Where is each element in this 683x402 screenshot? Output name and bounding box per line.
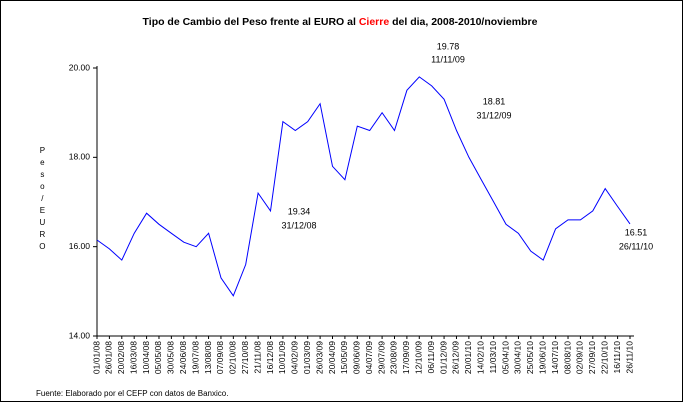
- x-tick-label: 27/10/08: [240, 341, 250, 374]
- annotation-date: 31/12/08: [281, 220, 316, 230]
- x-tick-label: 13/08/08: [203, 341, 213, 374]
- x-tick-label: 20/01/10: [463, 341, 473, 374]
- y-tick-label: 14.00: [69, 330, 91, 340]
- source-note: Fuente: Elaborado por el CEFP con datos …: [36, 389, 228, 398]
- title-part: del dia, 2008-2010/noviembre: [389, 16, 537, 28]
- annotation-value: 19.78: [437, 41, 460, 51]
- x-tick-label: 07/09/08: [215, 341, 225, 374]
- x-tick-label: 01/03/09: [302, 341, 312, 374]
- x-tick-label: 26/11/10: [624, 341, 634, 374]
- x-tick-label: 10/04/08: [141, 341, 151, 374]
- y-tick-label: 18.00: [69, 152, 91, 162]
- x-tick-label: 30/05/08: [166, 341, 176, 374]
- x-tick-label: 20/02/08: [116, 341, 126, 374]
- x-tick-label: 01/12/09: [438, 341, 448, 374]
- x-tick-label: 20/04/09: [327, 341, 337, 374]
- title-part: Tipo de Cambio del Peso frente al EURO a…: [143, 16, 359, 28]
- annotation-value: 16.51: [625, 227, 648, 237]
- x-tick-label: 02/10/08: [228, 341, 238, 374]
- x-tick-label: 09/06/09: [352, 341, 362, 374]
- x-tick-label: 11/03/10: [488, 341, 498, 374]
- annotation-date: 11/11/09: [431, 54, 465, 64]
- x-tick-label: 23/08/09: [389, 341, 399, 374]
- x-tick-label: 01/01/08: [91, 341, 101, 374]
- x-tick-label: 16/11/10: [612, 341, 622, 374]
- x-tick-label: 08/08/10: [562, 341, 572, 374]
- annotation-value: 19.34: [288, 206, 311, 216]
- y-tick-label: 20.00: [69, 62, 91, 72]
- y-axis-label: Peso/EURO: [38, 146, 47, 254]
- x-tick-label: 16/03/08: [128, 341, 138, 374]
- x-tick-label: 24/06/08: [178, 341, 188, 374]
- x-tick-label: 16/12/08: [265, 341, 275, 374]
- x-tick-label: 17/09/09: [401, 341, 411, 374]
- x-tick-label: 26/03/09: [314, 341, 324, 374]
- x-tick-label: 06/11/09: [426, 341, 436, 374]
- x-tick-label: 04/07/09: [364, 341, 374, 374]
- annotation-value: 18.81: [483, 96, 506, 106]
- x-tick-label: 30/04/10: [513, 341, 523, 374]
- x-tick-label: 12/10/09: [414, 341, 424, 374]
- x-tick-label: 26/01/08: [104, 341, 114, 374]
- x-tick-label: 27/09/10: [587, 341, 597, 374]
- x-tick-label: 15/05/09: [339, 341, 349, 374]
- x-tick-label: 29/07/09: [376, 341, 386, 374]
- x-tick-label: 14/07/10: [550, 341, 560, 374]
- x-tick-label: 26/12/09: [451, 341, 461, 374]
- x-tick-label: 14/02/10: [476, 341, 486, 374]
- x-tick-label: 22/10/10: [599, 341, 609, 374]
- title-part: Cierre: [359, 16, 390, 28]
- y-tick-label: 16.00: [69, 241, 91, 251]
- x-tick-label: 05/04/10: [500, 341, 510, 374]
- x-tick-label: 04/02/09: [290, 341, 300, 374]
- annotation-date: 26/11/10: [619, 241, 653, 251]
- x-tick-label: 05/05/08: [153, 341, 163, 374]
- chart-title: Tipo de Cambio del Peso frente al EURO a…: [143, 16, 538, 28]
- x-tick-label: 02/09/10: [575, 341, 585, 374]
- x-tick-label: 25/05/10: [525, 341, 535, 374]
- annotation-date: 31/12/09: [476, 110, 511, 120]
- x-tick-label: 10/01/09: [277, 341, 287, 374]
- series-line: [96, 76, 631, 297]
- x-tick-label: 19/06/10: [537, 341, 547, 374]
- x-tick-label: 19/07/08: [190, 341, 200, 374]
- x-tick-label: 21/11/08: [252, 341, 262, 374]
